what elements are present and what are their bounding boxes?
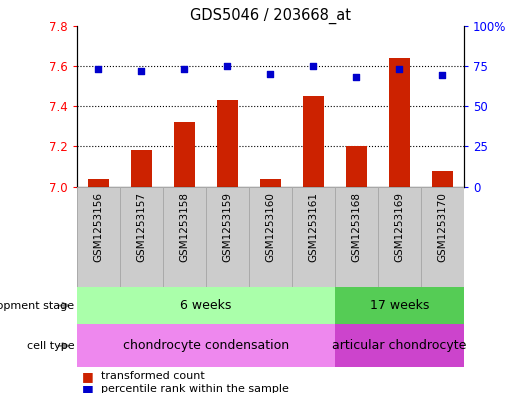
Text: GSM1253161: GSM1253161 [308,192,319,262]
Text: 17 weeks: 17 weeks [369,299,429,312]
Text: percentile rank within the sample: percentile rank within the sample [101,384,288,393]
Text: ■: ■ [82,370,94,383]
Bar [378,187,421,287]
Point [137,68,146,74]
Text: GSM1253168: GSM1253168 [351,192,361,262]
Bar [130,151,152,187]
Text: GSM1253156: GSM1253156 [93,192,103,262]
Text: development stage: development stage [0,301,74,310]
Text: chondrocyte condensation: chondrocyte condensation [123,339,289,353]
Point [309,62,317,69]
Bar [421,187,464,287]
Bar [217,100,238,187]
Bar [388,58,410,187]
Bar [163,187,206,287]
Bar [249,187,292,287]
Point [223,62,232,69]
Text: 6 weeks: 6 weeks [180,299,232,312]
Text: GSM1253169: GSM1253169 [394,192,404,262]
Bar [303,96,324,187]
Bar [335,287,464,324]
Title: GDS5046 / 203668_at: GDS5046 / 203668_at [190,8,351,24]
Text: GSM1253159: GSM1253159 [222,192,232,262]
Bar [335,324,464,367]
Bar [292,187,335,287]
Bar [431,171,453,187]
Point [352,74,360,80]
Text: articular chondrocyte: articular chondrocyte [332,339,466,353]
Text: GSM1253157: GSM1253157 [136,192,146,262]
Text: cell type: cell type [26,341,74,351]
Point [94,66,103,72]
Bar [260,178,281,187]
Bar [77,287,335,324]
Bar [120,187,163,287]
Bar [77,324,335,367]
Bar [346,146,367,187]
Bar [77,187,120,287]
Bar [173,122,195,187]
Point [395,66,403,72]
Text: GSM1253170: GSM1253170 [437,192,447,262]
Text: GSM1253160: GSM1253160 [266,192,275,262]
Text: transformed count: transformed count [101,371,205,382]
Bar [87,178,109,187]
Point [266,71,275,77]
Point [438,72,446,79]
Bar [206,187,249,287]
Bar [335,187,378,287]
Point [180,66,189,72]
Text: ■: ■ [82,382,94,393]
Text: GSM1253158: GSM1253158 [179,192,189,262]
